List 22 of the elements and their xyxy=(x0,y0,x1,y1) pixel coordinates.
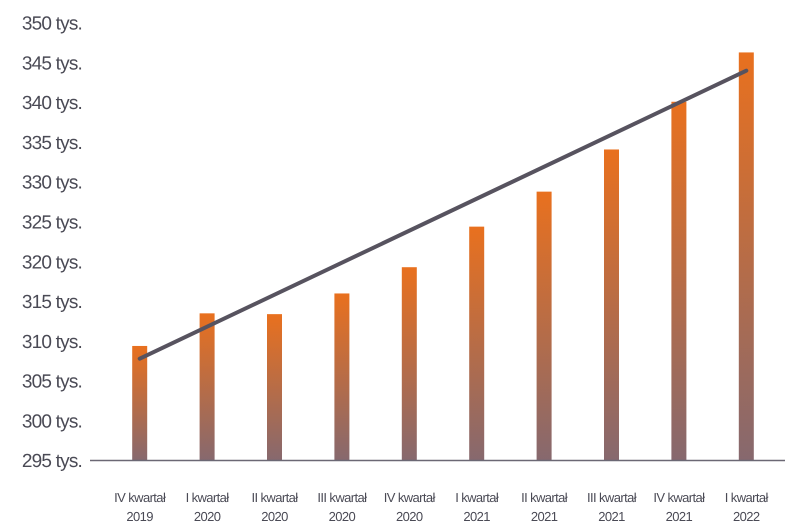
y-tick-label: 335 tys. xyxy=(22,132,82,154)
y-tick-label: 295 tys. xyxy=(22,451,82,472)
x-tick-label: III kwartał 2020 xyxy=(317,490,368,524)
y-tick-label: 345 tys. xyxy=(22,53,82,74)
y-tick-label: 300 tys. xyxy=(22,411,82,432)
y-tick-label: 325 tys. xyxy=(22,212,82,234)
x-tick-label: IV kwartał 2021 xyxy=(653,490,706,524)
x-tick-label: I kwartał 2022 xyxy=(724,490,769,524)
y-tick-label: 340 tys. xyxy=(22,93,82,114)
x-tick-label: IV kwartał 2020 xyxy=(384,490,436,524)
y-tick-label: 330 tys. xyxy=(22,172,82,194)
y-tick-label: 305 tys. xyxy=(22,372,82,393)
x-tick-label: I kwartał 2020 xyxy=(186,490,230,524)
y-tick-label: 320 tys. xyxy=(22,252,82,274)
x-tick-label: I kwartał 2021 xyxy=(455,490,499,524)
y-tick-label: 315 tys. xyxy=(22,292,82,314)
y-tick-label: 310 tys. xyxy=(22,332,82,353)
y-tick-label: 350 tys. xyxy=(22,14,82,35)
x-tick-label: IV kwartał 2019 xyxy=(114,490,166,524)
x-tick-label: III kwartał 2021 xyxy=(586,490,637,524)
x-tick-label: II kwartał 2020 xyxy=(251,490,298,524)
x-tick-label: II kwartał 2021 xyxy=(521,490,568,524)
